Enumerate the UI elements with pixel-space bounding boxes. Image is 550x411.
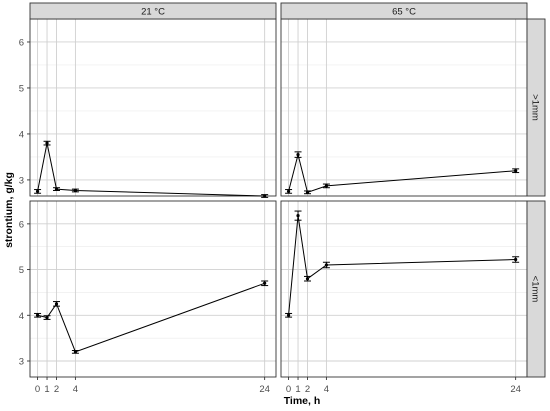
- data-point: [45, 141, 49, 145]
- strip-background: [280, 2, 528, 20]
- data-point: [263, 281, 267, 285]
- panel-background: [281, 19, 527, 196]
- strip-label-row: >1mm: [530, 94, 541, 121]
- strip-background: [526, 200, 546, 378]
- y-tick-label: 6: [19, 37, 24, 48]
- data-point: [305, 277, 310, 281]
- x-tick-label: 4: [73, 384, 78, 395]
- panel-1-1: [280, 200, 528, 378]
- data-point: [514, 169, 518, 173]
- y-tick-label: 5: [19, 83, 24, 94]
- y-tick-label: 3: [19, 357, 24, 368]
- x-tick-label: 0: [35, 384, 40, 395]
- data-point: [286, 189, 291, 194]
- series-0-0: [34, 140, 269, 198]
- y-tick-label: 6: [19, 219, 24, 230]
- panel-0-1: [280, 18, 528, 197]
- data-point: [305, 190, 310, 194]
- series-0-1: [285, 151, 520, 195]
- data-point: [296, 153, 300, 157]
- strip-label-row: <1mm: [530, 276, 541, 303]
- data-point: [54, 187, 59, 191]
- y-tick-label: 4: [19, 311, 24, 322]
- x-tick-label: 2: [54, 384, 59, 395]
- x-tick-label: 0: [286, 384, 291, 395]
- y-tick-label: 5: [19, 265, 24, 276]
- data-point: [263, 194, 267, 198]
- data-point: [73, 350, 78, 354]
- x-tick-label: 24: [510, 384, 521, 395]
- x-tick-label: 4: [324, 384, 329, 395]
- data-point: [324, 263, 329, 267]
- x-tick-label: 1: [44, 384, 49, 395]
- x-tick-label: 24: [259, 384, 270, 395]
- y-tick-label: 4: [19, 129, 24, 140]
- data-point: [286, 313, 291, 317]
- data-point: [54, 302, 59, 306]
- data-point: [45, 315, 49, 320]
- strip-background: [526, 18, 546, 197]
- strip-label-column: 65 °C: [392, 7, 416, 18]
- panel-background: [30, 19, 276, 196]
- y-axis-title: strontium, g/kg: [3, 172, 15, 248]
- series-1-1: [285, 210, 520, 318]
- x-tick-label: 2: [305, 384, 310, 395]
- data-point: [324, 184, 329, 188]
- panel-1-0: [29, 200, 277, 378]
- panel-background: [281, 201, 527, 377]
- y-tick-label: 3: [19, 175, 24, 186]
- panel-0-0: [29, 18, 277, 197]
- data-point: [296, 214, 300, 218]
- strip-right-0: >1mm: [526, 18, 546, 197]
- strip-background: [29, 2, 277, 20]
- data-point: [514, 257, 518, 262]
- panel-border: [29, 200, 277, 378]
- strip-top-1: 65 °C: [280, 2, 528, 20]
- strip-right-1: <1mm: [526, 200, 546, 378]
- strip-top-0: 21 °C: [29, 2, 277, 20]
- series-1-0: [34, 280, 269, 354]
- data-point: [35, 189, 40, 194]
- x-tick-label: 1: [295, 384, 300, 395]
- data-point: [73, 188, 78, 193]
- panels-layer: 21 °C 65 °C >1mm <1mm: [29, 2, 546, 378]
- x-axis-title: Time, h: [284, 395, 321, 407]
- strip-label-column: 21 °C: [141, 7, 165, 18]
- data-point: [35, 313, 40, 317]
- panel-background: [30, 201, 276, 377]
